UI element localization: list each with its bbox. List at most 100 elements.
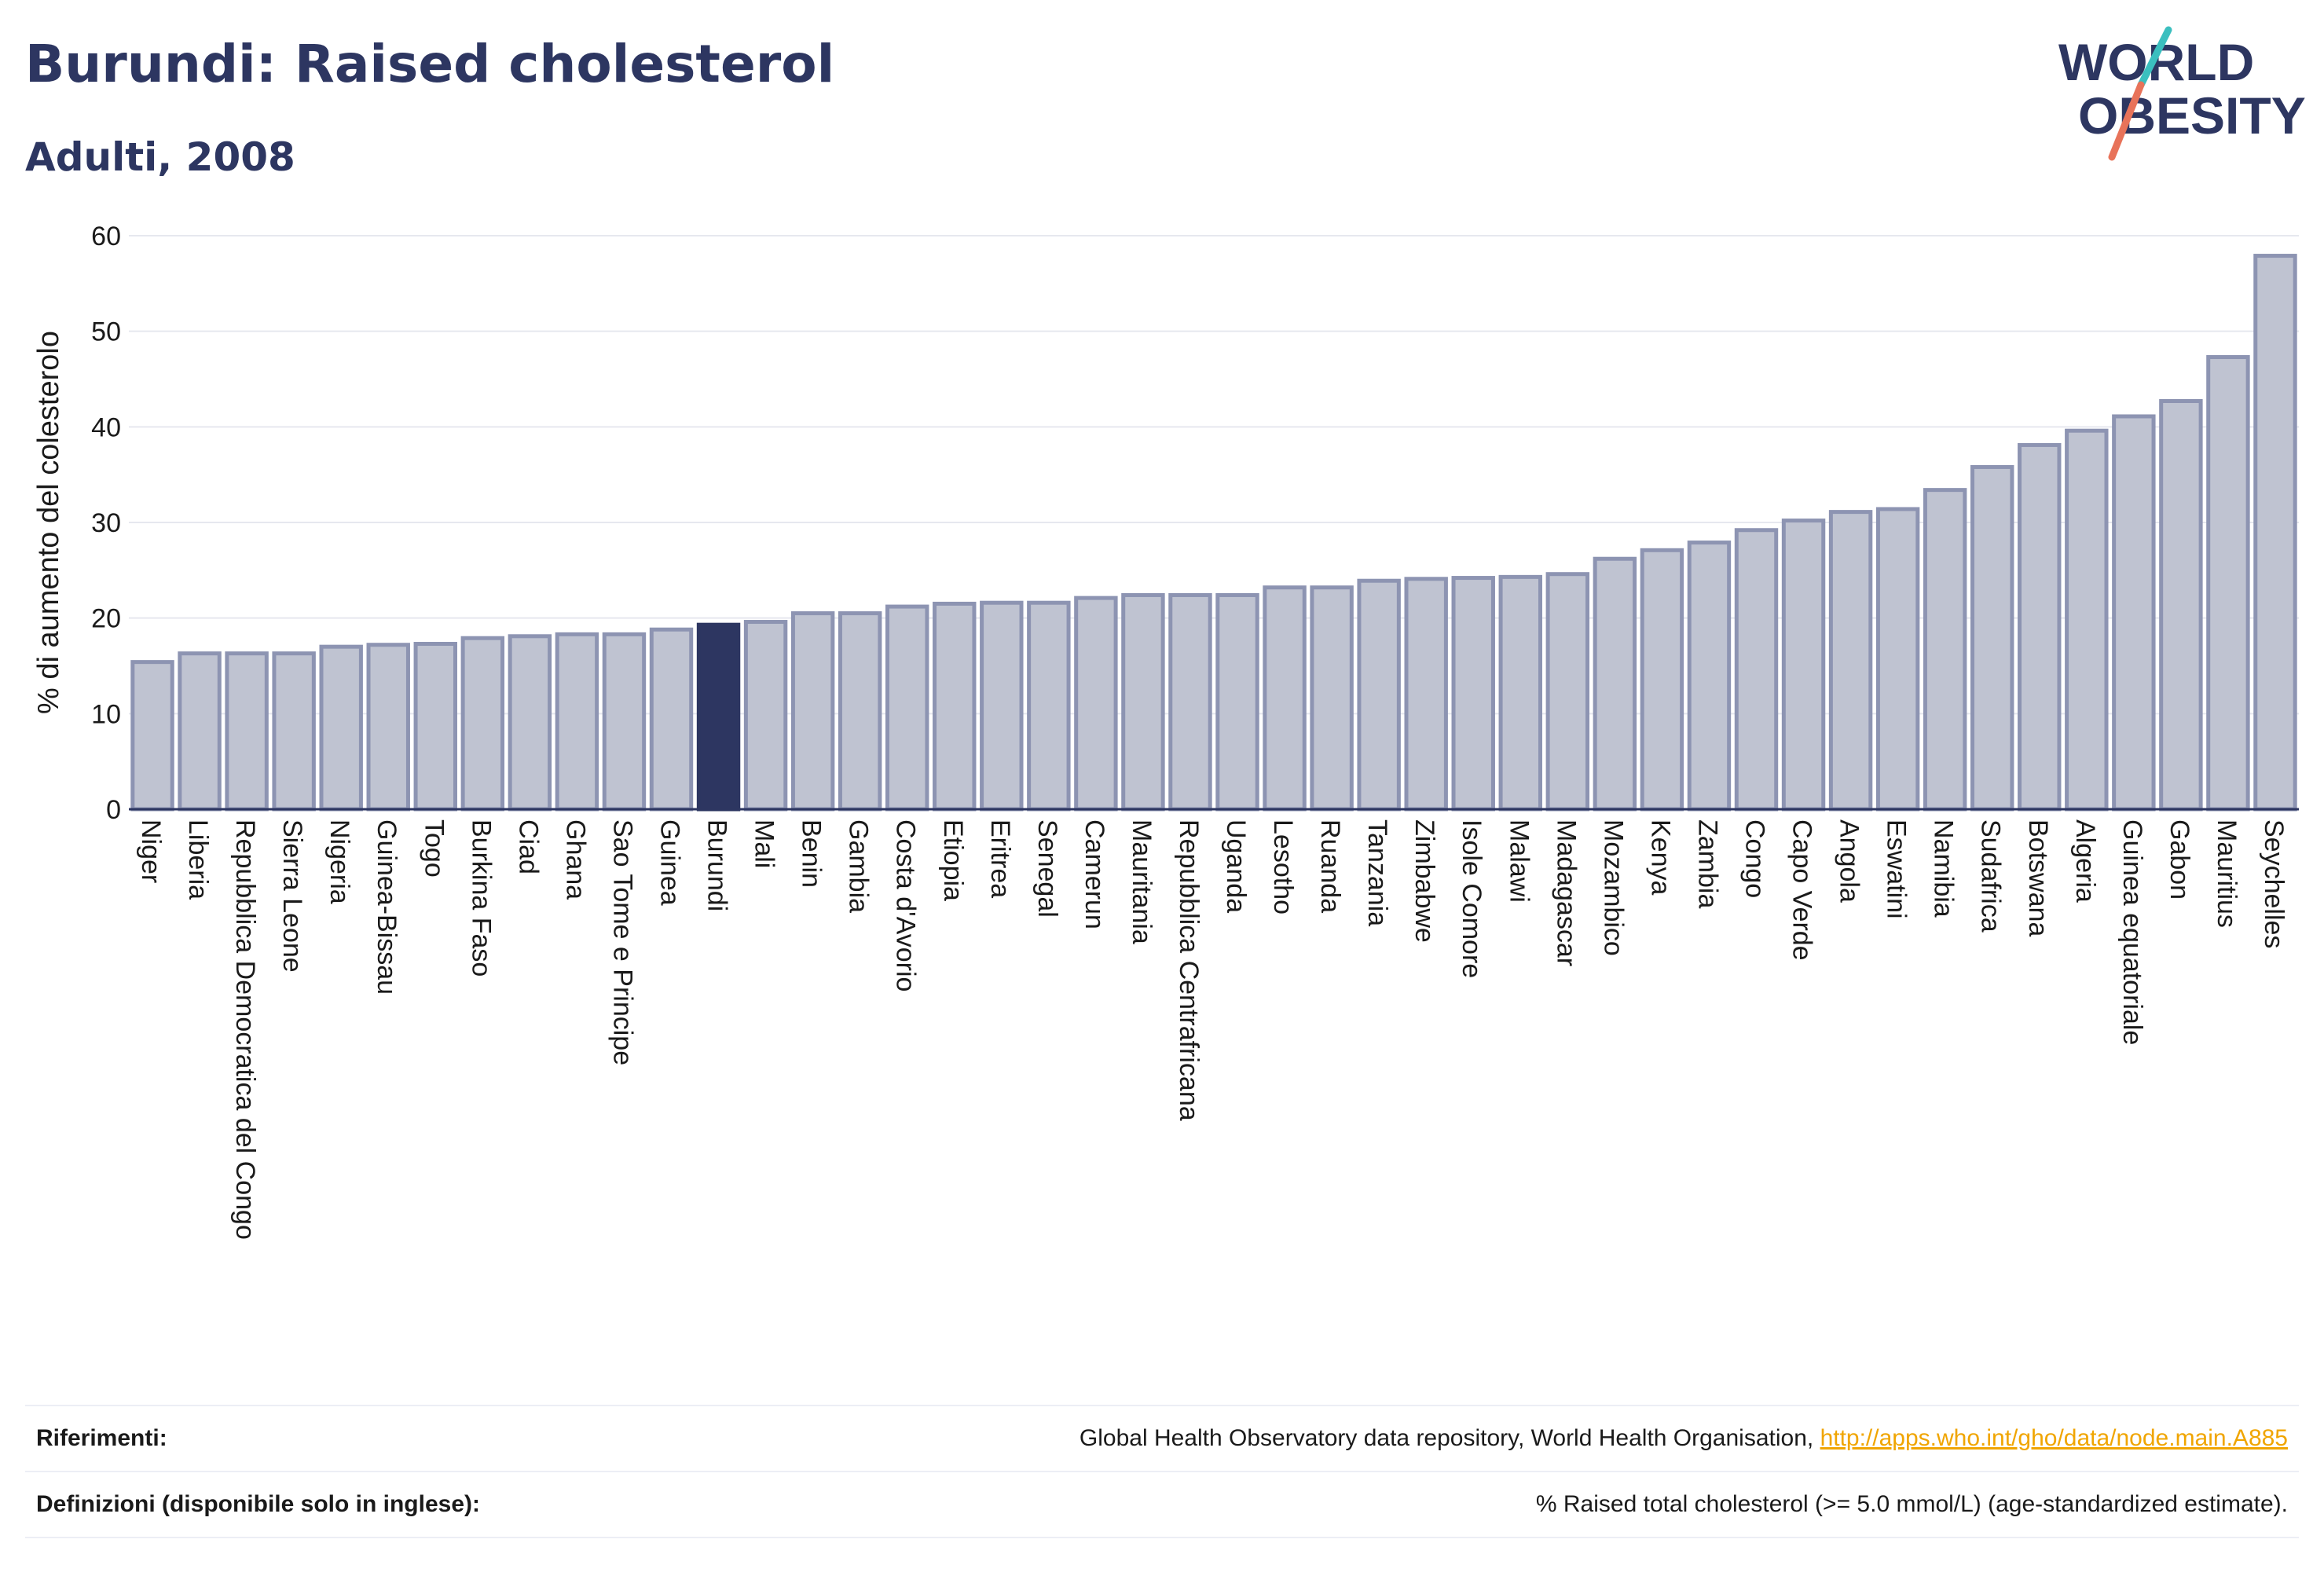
- bar-camerun: [1074, 596, 1118, 812]
- bar-eswatini: [1875, 507, 1920, 812]
- bar-ghana: [555, 632, 599, 812]
- footer: Riferimenti: Global Health Observatory d…: [25, 1405, 2299, 1538]
- bar-burundi: [696, 622, 741, 812]
- bar-malawi: [1498, 574, 1543, 812]
- references-value: Global Health Observatory data repositor…: [1080, 1425, 2299, 1452]
- x-tick-label: Madagascar: [1551, 819, 1581, 966]
- world-obesity-logo: WORLD OBESITY: [2058, 26, 2306, 161]
- logo-slash-top: [2137, 26, 2172, 89]
- y-tick-label: 20: [91, 604, 121, 634]
- bar-etiopia: [933, 601, 977, 812]
- definitions-row: Definizioni (disponibile solo in inglese…: [25, 1471, 2299, 1538]
- bar-sudafrica: [1970, 464, 2014, 812]
- bar-botswana: [2018, 442, 2062, 812]
- x-tick-label: Gabon: [2165, 819, 2194, 900]
- x-tick-label: Senegal: [1032, 819, 1062, 918]
- bar-togo: [413, 642, 458, 812]
- bar-tanzania: [1357, 578, 1401, 812]
- y-tick-label: 40: [91, 412, 121, 442]
- bar-benin: [790, 611, 835, 812]
- x-tick-label: Costa d'Avorio: [891, 819, 921, 991]
- x-tick-label: Seychelles: [2259, 819, 2289, 948]
- x-tick-label: Botswana: [2023, 819, 2053, 936]
- logo-text-world: WORLD: [2058, 33, 2254, 91]
- x-tick-label: Algeria: [2070, 819, 2100, 903]
- bar-repubblica-democratica-del-congo: [225, 651, 269, 812]
- bar-capo-verde: [1781, 519, 1826, 812]
- x-tick-label: Malawi: [1504, 819, 1534, 903]
- bar-chart: 0 10 20 30 40 50 60 Niger Liberia Repubblica Dem…: [32, 222, 2299, 1240]
- bar-algeria: [2065, 428, 2109, 812]
- y-tick-label: 30: [91, 508, 121, 538]
- x-tick-label: Capo Verde: [1787, 819, 1817, 961]
- bar-congo: [1734, 528, 1779, 812]
- x-tick-label: Mali: [750, 819, 779, 868]
- x-tick-label: Etiopia: [938, 819, 968, 901]
- x-tick-label: Guinea: [655, 819, 685, 906]
- bar-liberia: [178, 651, 222, 812]
- bar-lesotho: [1263, 585, 1307, 812]
- x-tick-label: Repubblica Centrafricana: [1174, 819, 1204, 1121]
- x-tick-label: Burkina Faso: [466, 819, 496, 977]
- bars: [130, 254, 2297, 812]
- x-tick-label: Camerun: [1080, 819, 1109, 929]
- x-tick-label: Togo: [419, 819, 449, 878]
- chart-title: Burundi: Raised cholesterol: [25, 34, 835, 94]
- x-tick-label: Sudafrica: [1976, 819, 2006, 933]
- logo-text-obesity: OBESITY: [2078, 86, 2306, 145]
- y-axis-ticks: 0 10 20 30 40 50 60: [91, 222, 121, 825]
- x-tick-label: Guinea equatoriale: [2117, 819, 2147, 1045]
- references-link[interactable]: http://apps.who.int/gho/data/node.main.A…: [1820, 1425, 2288, 1451]
- bar-madagascar: [1545, 572, 1590, 812]
- bar-guinea: [649, 627, 694, 812]
- bar-kenya: [1640, 548, 1684, 812]
- x-tick-label: Burundi: [702, 819, 732, 911]
- bar-seychelles: [2253, 254, 2297, 812]
- x-tick-label: Namibia: [1929, 819, 1959, 918]
- bar-guinea-bissau: [366, 643, 410, 812]
- x-tick-label: Kenya: [1645, 819, 1675, 895]
- definitions-text: % Raised total cholesterol (>= 5.0 mmol/…: [1535, 1491, 2288, 1517]
- bar-niger: [130, 660, 174, 812]
- bar-mozambico: [1593, 556, 1637, 812]
- x-tick-label: Ruanda: [1315, 819, 1345, 913]
- bar-gabon: [2159, 398, 2203, 812]
- x-tick-label: Ghana: [560, 819, 590, 900]
- bar-guinea-equatoriale: [2112, 414, 2156, 812]
- bar-burkina-faso: [460, 636, 505, 812]
- x-tick-label: Mozambico: [1598, 819, 1628, 956]
- bar-gambia: [838, 611, 882, 812]
- bar-ciad: [508, 634, 552, 812]
- x-tick-label: Eritrea: [985, 819, 1015, 898]
- x-axis-labels: Niger Liberia Repubblica Democratica del C…: [136, 819, 2289, 1240]
- x-tick-label: Uganda: [1221, 819, 1251, 913]
- y-tick-label: 60: [91, 222, 121, 251]
- bar-mali: [743, 620, 788, 812]
- x-tick-label: Sao Tome e Principe: [607, 819, 637, 1065]
- x-tick-label: Eswatini: [1882, 819, 1912, 919]
- bar-zambia: [1687, 541, 1732, 812]
- x-tick-label: Liberia: [183, 819, 213, 900]
- x-tick-label: Mauritius: [2212, 819, 2242, 928]
- chart-subtitle: Adulti, 2008: [25, 134, 295, 180]
- x-tick-label: Gambia: [844, 819, 874, 913]
- bar-namibia: [1923, 488, 1967, 812]
- bar-nigeria: [319, 644, 363, 812]
- x-tick-label: Tanzania: [1362, 819, 1392, 926]
- x-tick-label: Niger: [136, 819, 166, 883]
- x-tick-label: Benin: [797, 819, 827, 888]
- references-label: Riferimenti:: [36, 1425, 167, 1451]
- y-tick-label: 10: [91, 699, 121, 729]
- bar-mauritania: [1121, 592, 1165, 812]
- bar-sierra-leone: [272, 651, 316, 812]
- y-tick-label: 50: [91, 317, 121, 347]
- logo-slash-bottom: [2108, 81, 2145, 161]
- x-tick-label: Sierra Leone: [277, 819, 307, 973]
- x-tick-label: Zambia: [1692, 819, 1722, 908]
- bar-senegal: [1027, 600, 1071, 812]
- x-tick-label: Congo: [1740, 819, 1770, 898]
- references-row: Riferimenti: Global Health Observatory d…: [25, 1405, 2299, 1471]
- x-tick-label: Angola: [1835, 819, 1864, 903]
- bar-eritrea: [980, 600, 1024, 812]
- x-tick-label: Lesotho: [1268, 819, 1298, 914]
